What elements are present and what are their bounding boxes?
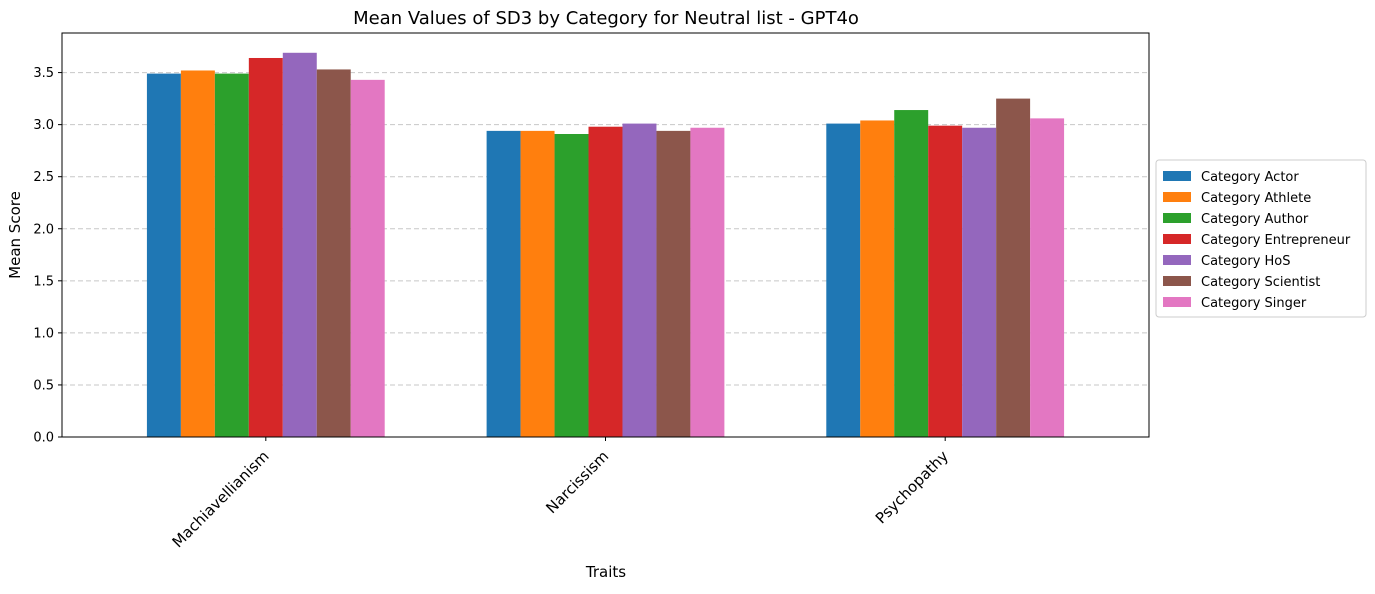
legend-label: Category Actor — [1201, 170, 1299, 185]
legend-label: Category HoS — [1201, 254, 1291, 269]
bar — [146, 73, 181, 437]
bar — [350, 79, 385, 438]
bar — [520, 130, 555, 437]
y-tick-label: 1.5 — [33, 274, 54, 289]
y-tick-label: 3.5 — [33, 66, 54, 81]
bar — [214, 73, 249, 437]
legend-label: Category Entrepreneur — [1201, 233, 1351, 248]
chart-title: Mean Values of SD3 by Category for Neutr… — [353, 8, 859, 29]
bar — [656, 130, 691, 437]
bar — [180, 70, 215, 438]
legend-swatch — [1163, 297, 1191, 307]
x-tick-label: Narcissism — [542, 447, 612, 517]
y-tick-label: 2.0 — [33, 222, 54, 237]
y-tick-label: 0.5 — [33, 378, 54, 393]
bar — [894, 110, 929, 437]
y-tick-label: 3.0 — [33, 118, 54, 133]
bar — [860, 120, 895, 437]
legend-swatch — [1163, 234, 1191, 244]
legend-box — [1155, 159, 1367, 318]
bar — [962, 127, 997, 438]
y-tick-label: 2.5 — [33, 170, 54, 185]
legend-swatch — [1163, 276, 1191, 286]
bar — [248, 57, 283, 438]
bar — [554, 134, 589, 437]
y-tick-label: 1.0 — [33, 326, 54, 341]
bar — [282, 52, 317, 437]
x-axis: Machiavellianism Narcissism Psychopathy — [169, 437, 952, 551]
x-tick-label: Psychopathy — [872, 447, 952, 527]
legend-swatch — [1163, 213, 1191, 223]
legend-label: Category Scientist — [1201, 275, 1320, 290]
bars — [146, 52, 1065, 438]
bar — [622, 123, 657, 437]
legend-swatch — [1163, 192, 1191, 202]
x-axis-label: Traits — [585, 563, 626, 581]
bar — [690, 127, 725, 438]
x-tick-label: Machiavellianism — [169, 447, 273, 551]
legend-label: Category Author — [1201, 212, 1309, 227]
bar — [1030, 118, 1065, 438]
bar — [996, 98, 1031, 438]
bar — [486, 130, 521, 437]
bar — [826, 123, 861, 437]
bar — [588, 126, 623, 438]
legend: Category Actor Category Athlete Category A… — [1155, 159, 1367, 318]
y-tick-label: 0.0 — [33, 431, 54, 446]
y-axis-label: Mean Score — [6, 191, 24, 279]
legend-label: Category Athlete — [1201, 191, 1311, 206]
bar — [316, 69, 351, 437]
y-axis: 0.0 0.5 1.0 1.5 2.0 2.5 3.0 3.5 — [33, 66, 62, 446]
legend-swatch — [1163, 171, 1191, 181]
bar — [928, 125, 963, 437]
legend-swatch — [1163, 255, 1191, 265]
legend-label: Category Singer — [1201, 296, 1307, 311]
